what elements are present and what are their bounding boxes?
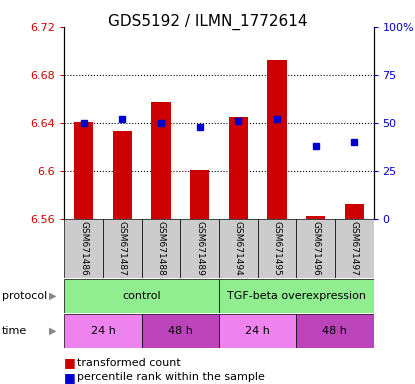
Text: GDS5192 / ILMN_1772614: GDS5192 / ILMN_1772614 (108, 13, 307, 30)
Bar (112, 131, 132, 219)
Bar (64, 219, 103, 278)
Bar (190, 170, 209, 219)
Bar (296, 314, 374, 348)
Bar (180, 219, 219, 278)
Text: GSM671496: GSM671496 (311, 221, 320, 276)
Bar (103, 219, 142, 278)
Bar (142, 219, 180, 278)
Text: 24 h: 24 h (245, 326, 270, 336)
Bar (74, 122, 93, 219)
Text: control: control (122, 291, 161, 301)
Text: GSM671487: GSM671487 (118, 221, 127, 276)
Bar (142, 314, 219, 348)
Text: GSM671494: GSM671494 (234, 221, 243, 276)
Text: protocol: protocol (2, 291, 47, 301)
Bar (306, 217, 325, 219)
Text: ▶: ▶ (49, 326, 56, 336)
Bar (219, 314, 296, 348)
Bar (151, 103, 171, 219)
Bar (219, 219, 258, 278)
Text: ■: ■ (64, 356, 76, 369)
Text: TGF-beta overexpression: TGF-beta overexpression (227, 291, 366, 301)
Bar (335, 219, 374, 278)
Text: GSM671486: GSM671486 (79, 221, 88, 276)
Text: GSM671495: GSM671495 (272, 221, 281, 276)
Text: transformed count: transformed count (77, 358, 181, 368)
Bar (258, 219, 296, 278)
Bar (296, 219, 335, 278)
Bar (219, 279, 374, 313)
Bar (64, 314, 142, 348)
Text: GSM671489: GSM671489 (195, 221, 204, 276)
Bar (229, 117, 248, 219)
Text: time: time (2, 326, 27, 336)
Bar (64, 279, 219, 313)
Text: ■: ■ (64, 371, 76, 384)
Text: 48 h: 48 h (322, 326, 347, 336)
Text: 48 h: 48 h (168, 326, 193, 336)
Text: ▶: ▶ (49, 291, 56, 301)
Text: 24 h: 24 h (90, 326, 115, 336)
Text: percentile rank within the sample: percentile rank within the sample (77, 372, 265, 382)
Bar (267, 60, 286, 219)
Text: GSM671497: GSM671497 (350, 221, 359, 276)
Bar (344, 204, 364, 219)
Text: GSM671488: GSM671488 (156, 221, 166, 276)
